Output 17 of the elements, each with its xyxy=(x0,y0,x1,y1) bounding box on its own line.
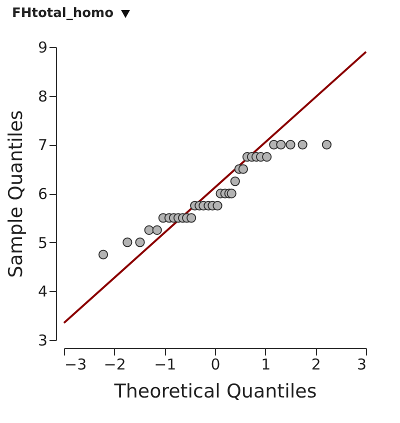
x-tick-label: 2 xyxy=(311,356,321,374)
chart-title: FHtotal_homo xyxy=(12,6,114,21)
y-tick-label: 5 xyxy=(38,234,48,252)
y-tick-label: 9 xyxy=(38,38,48,56)
y-axis-title: Sample Quantiles xyxy=(4,110,27,278)
x-tick-label: −3 xyxy=(64,356,87,374)
y-tick-label: 4 xyxy=(38,282,48,301)
y-tick-label: 3 xyxy=(38,332,48,350)
x-axis-title: Theoretical Quantiles xyxy=(113,380,317,402)
y-tick-label: 6 xyxy=(38,185,48,203)
x-tick-label: −1 xyxy=(154,356,176,374)
x-tick-label: 0 xyxy=(210,356,220,374)
x-tick-label: 1 xyxy=(261,356,271,374)
x-tick-label: 3 xyxy=(356,356,366,374)
x-tick-label: −2 xyxy=(104,356,126,374)
y-tick-label: 8 xyxy=(38,87,48,106)
y-tick-label: 7 xyxy=(38,136,48,154)
